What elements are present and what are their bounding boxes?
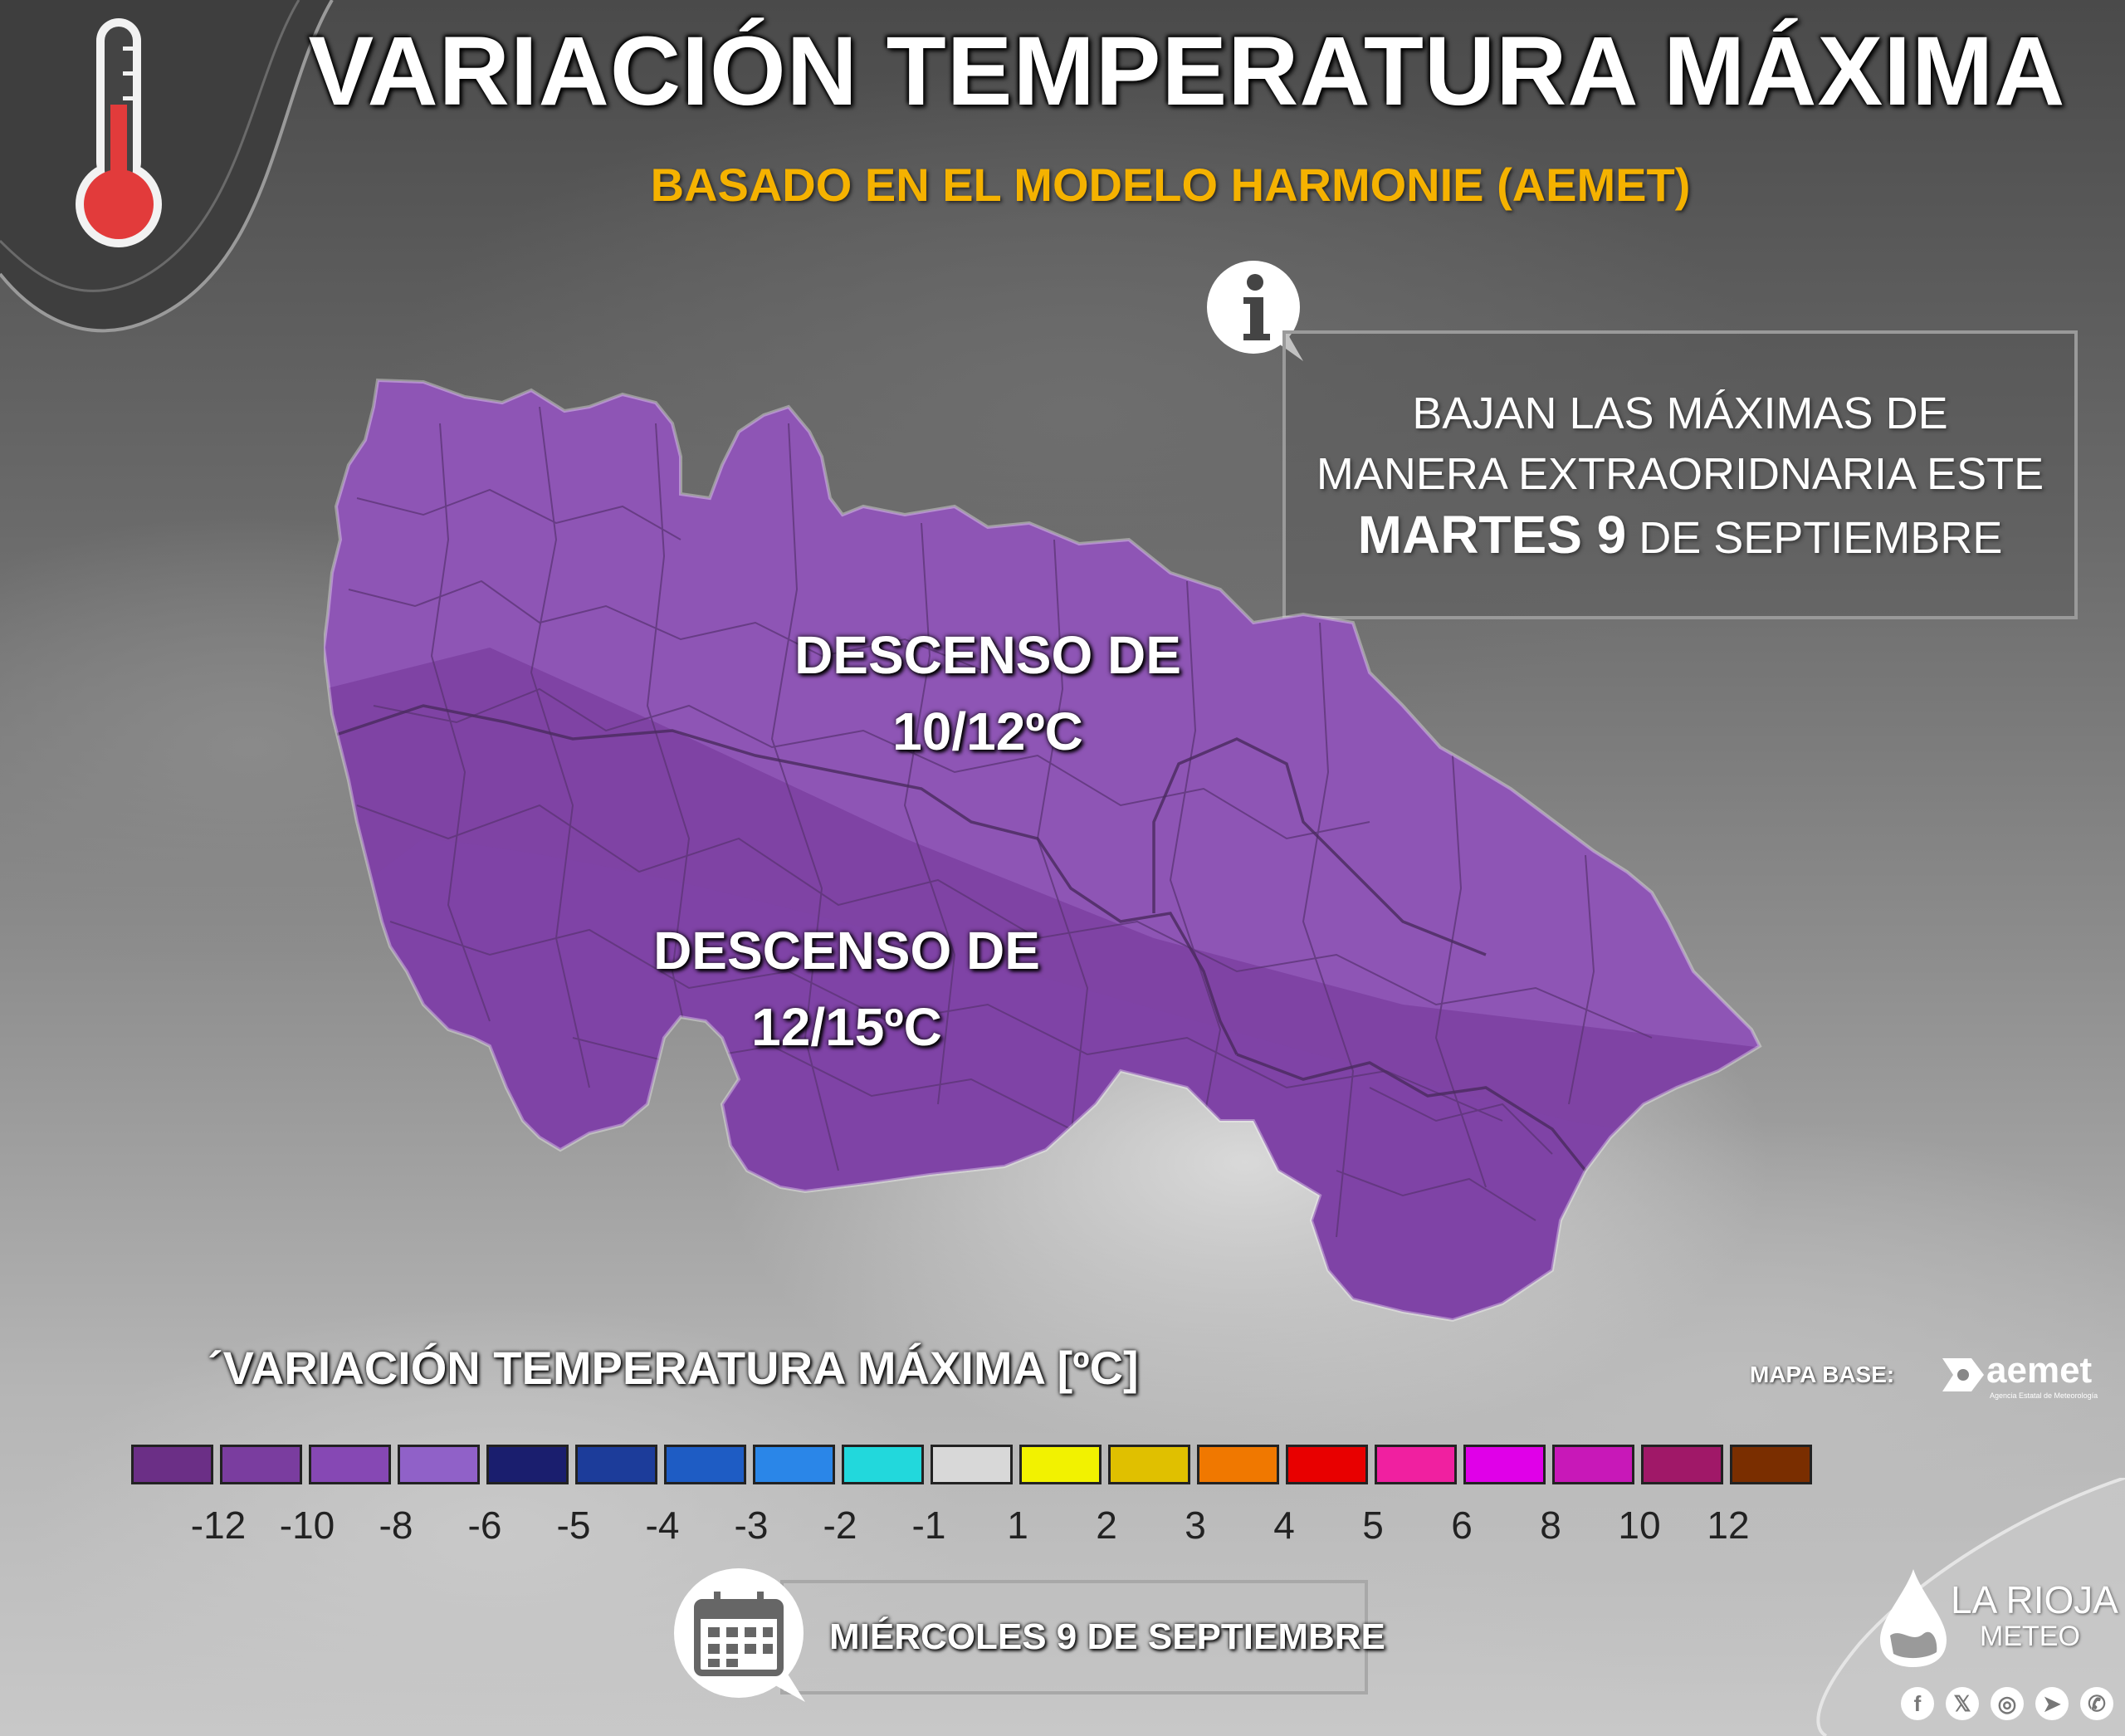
info-line-3: MARTES 9 DE SEPTIEMBRE <box>1286 504 2074 565</box>
telegram-icon[interactable]: ➤ <box>2035 1687 2069 1720</box>
legend-swatch <box>486 1445 569 1484</box>
legend-tick-label: -4 <box>645 1504 680 1547</box>
info-highlight-date: MARTES 9 <box>1357 505 1627 565</box>
legend-tick-label: -3 <box>734 1504 769 1547</box>
map-label-south: DESCENSO DE 12/15ºC <box>631 920 1062 1058</box>
legend-color-bar <box>131 1445 1819 1484</box>
legend-swatch <box>842 1445 924 1484</box>
x-icon[interactable]: 𝕏 <box>1946 1687 1979 1720</box>
legend-swatch <box>1552 1445 1634 1484</box>
legend-swatch <box>1375 1445 1457 1484</box>
legend-swatch <box>1730 1445 1812 1484</box>
brand-decoration <box>1816 1478 2125 1736</box>
legend-swatch <box>309 1445 391 1484</box>
legend-tick-label: 4 <box>1273 1504 1295 1547</box>
aemet-subtitle: Agencia Estatal de Meteorología <box>1990 1391 2098 1400</box>
legend-tick-label: 10 <box>1618 1504 1661 1547</box>
thermometer-icon <box>76 18 162 247</box>
la-rioja-meteo-logo-icon <box>1880 1569 1947 1667</box>
legend-swatch <box>753 1445 835 1484</box>
map-label-south-line2: 12/15ºC <box>751 997 942 1057</box>
legend-swatch <box>1108 1445 1190 1484</box>
legend-swatch <box>1641 1445 1723 1484</box>
legend-tick-label: 5 <box>1362 1504 1384 1547</box>
legend-swatch <box>398 1445 480 1484</box>
legend-swatch <box>131 1445 213 1484</box>
legend-tick-label: 6 <box>1451 1504 1473 1547</box>
date-box: MIÉRCOLES 9 DE SEPTIEMBRE <box>780 1580 1385 1694</box>
legend-tick-label: 2 <box>1096 1504 1117 1547</box>
legend-tick-label: -8 <box>379 1504 413 1547</box>
page-title: VARIACIÓN TEMPERATURA MÁXIMA <box>308 17 2066 126</box>
legend-tick-label: 8 <box>1540 1504 1561 1547</box>
legend-swatch <box>575 1445 657 1484</box>
legend-swatch <box>1197 1445 1279 1484</box>
legend-ticks: -12 -10 -8 -6 -5 -4 -3 -2 -1 1 2 3 4 5 6 8 10 12 <box>131 1503 1825 1553</box>
legend-tick-label: -2 <box>823 1504 857 1547</box>
info-line-3-rest: DE SEPTIEMBRE <box>1626 513 2003 563</box>
social-links: f 𝕏 ◎ ➤ ✆ <box>1901 1687 2113 1720</box>
aemet-name: aemet <box>1986 1350 2093 1391</box>
corner-decoration <box>0 0 334 333</box>
info-box: BAJAN LAS MÁXIMAS DE MANERA EXTRAORIDNAR… <box>1282 330 2078 619</box>
legend-tick-label: -5 <box>556 1504 591 1547</box>
legend-swatch <box>1463 1445 1546 1484</box>
aemet-logo: aemet Agencia Estatal de Meteorología <box>1938 1350 2104 1408</box>
legend-tick-label: 1 <box>1007 1504 1028 1547</box>
date-label: MIÉRCOLES 9 DE SEPTIEMBRE <box>829 1616 1385 1657</box>
legend-swatch <box>1286 1445 1368 1484</box>
info-icon <box>1207 261 1303 361</box>
legend-swatch <box>1019 1445 1102 1484</box>
legend-swatch <box>220 1445 302 1484</box>
map-label-north: DESCENSO DE 10/12ºC <box>772 624 1204 762</box>
calendar-icon <box>674 1568 805 1702</box>
legend-tick-label: 12 <box>1707 1504 1750 1547</box>
legend-tick-label: 3 <box>1185 1504 1206 1547</box>
legend-swatch <box>931 1445 1013 1484</box>
page-subtitle: BASADO EN EL MODELO HARMONIE (AEMET) <box>650 159 1691 211</box>
info-line-2: MANERA EXTRAORIDNARIA ESTE <box>1316 449 2044 499</box>
legend-tick-label: -12 <box>190 1504 247 1547</box>
aemet-emblem-icon <box>1942 1358 1984 1391</box>
legend-tick-label: -6 <box>467 1504 502 1547</box>
facebook-icon[interactable]: f <box>1901 1687 1934 1720</box>
map-base-label: MAPA BASE: <box>1750 1362 1895 1387</box>
map-label-north-line1: DESCENSO DE <box>794 625 1181 685</box>
legend-tick-label: -10 <box>279 1504 335 1547</box>
legend-title: ´VARIACIÓN TEMPERATURA MÁXIMA [ºC] <box>208 1342 1139 1394</box>
brand-name: LA RIOJA <box>1951 1578 2118 1621</box>
map-label-south-line1: DESCENSO DE <box>653 921 1040 980</box>
map-label-north-line2: 10/12ºC <box>892 702 1083 761</box>
instagram-icon[interactable]: ◎ <box>1991 1687 2024 1720</box>
legend-swatch <box>664 1445 746 1484</box>
whatsapp-icon[interactable]: ✆ <box>2080 1687 2113 1720</box>
la-rioja-map <box>324 379 1761 1322</box>
brand-subtitle: METEO <box>1980 1621 2080 1652</box>
legend-tick-label: -1 <box>911 1504 946 1547</box>
info-line-1: BAJAN LAS MÁXIMAS DE <box>1412 389 1948 438</box>
